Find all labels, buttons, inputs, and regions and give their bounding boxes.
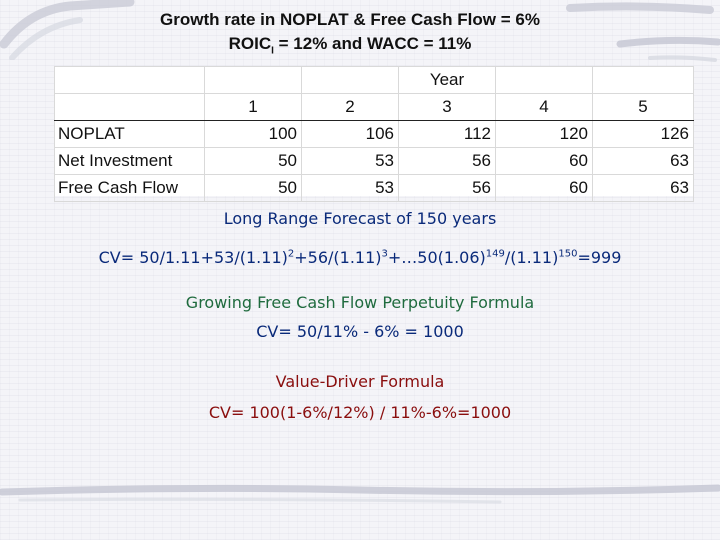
table-cell: 50 [204,147,302,175]
forecast-formula-part: /(1.11) [504,248,559,267]
decorative-brush-top-left [0,0,140,60]
table-cell: 56 [398,147,496,175]
table-cell: 126 [592,120,694,148]
cash-flow-table-container: Year 1 2 3 4 5 NOPLAT 100 106 112 120 12… [54,66,694,202]
table-cell: 120 [495,120,593,148]
forecast-formula-part: +…50(1.06) [387,248,486,267]
title-roic: ROIC [228,34,272,53]
table-cell: 53 [301,174,399,202]
year-3: 3 [398,93,496,121]
table-cell: 56 [398,174,496,202]
table-row-net-investment: Net Investment 50 53 56 60 63 [54,147,694,175]
table-cell: 63 [592,174,694,202]
year-header: Year [398,66,496,94]
value-driver-formula: CV= 100(1-6%/12%) / 11%-6%=1000 [208,403,512,422]
table-cell: 100 [204,120,302,148]
year-1: 1 [204,93,302,121]
title-roic-subscript: I [271,45,274,57]
row-label-noplat: NOPLAT [54,120,205,148]
table-cell: 106 [301,120,399,148]
year-4: 4 [495,93,593,121]
forecast-formula: CV= 50/1.11+53/(1.11)2+56/(1.11)3+…50(1.… [0,248,720,267]
forecast-exponent: 2 [287,248,295,260]
table-row-noplat: NOPLAT 100 106 112 120 126 [54,120,694,148]
table-cell: 60 [495,174,593,202]
forecast-formula-part: +56/(1.11) [294,248,382,267]
title-rates: = 12% and WACC = 11% [273,34,472,53]
row-label-net-investment: Net Investment [54,147,205,175]
forecast-formula-part: =999 [577,248,622,267]
year-numbers-row: 1 2 3 4 5 [54,93,694,121]
year-header-row: Year [54,66,694,94]
decorative-brush-top-right [560,0,720,70]
forecast-exponent: 149 [485,248,505,260]
perpetuity-heading: Growing Free Cash Flow Perpetuity Formul… [185,293,535,312]
table-cell: 50 [204,174,302,202]
forecast-exponent: 150 [558,248,578,260]
title-line-2: ROICI = 12% and WACC = 11% [0,32,700,63]
perpetuity-formula: CV= 50/11% - 6% = 1000 [256,322,464,341]
table-row-free-cash-flow: Free Cash Flow 50 53 56 60 63 [54,174,694,202]
value-driver-heading: Value-Driver Formula [275,372,445,391]
row-label-free-cash-flow: Free Cash Flow [54,174,205,202]
table-cell: 112 [398,120,496,148]
table-cell: 63 [592,147,694,175]
table-cell: 53 [301,147,399,175]
forecast-heading: Long Range Forecast of 150 years [223,209,497,228]
title-line-1: Growth rate in NOPLAT & Free Cash Flow =… [160,10,540,29]
forecast-exponent: 3 [381,248,388,260]
decorative-brush-bottom [0,478,720,508]
year-2: 2 [301,93,399,121]
table-cell: 60 [495,147,593,175]
year-5: 5 [592,93,694,121]
forecast-formula-part: CV= 50/1.11+53/(1.11) [98,248,288,267]
cash-flow-table: Year 1 2 3 4 5 NOPLAT 100 106 112 120 12… [54,66,694,202]
slide-title: Growth rate in NOPLAT & Free Cash Flow =… [0,8,700,63]
